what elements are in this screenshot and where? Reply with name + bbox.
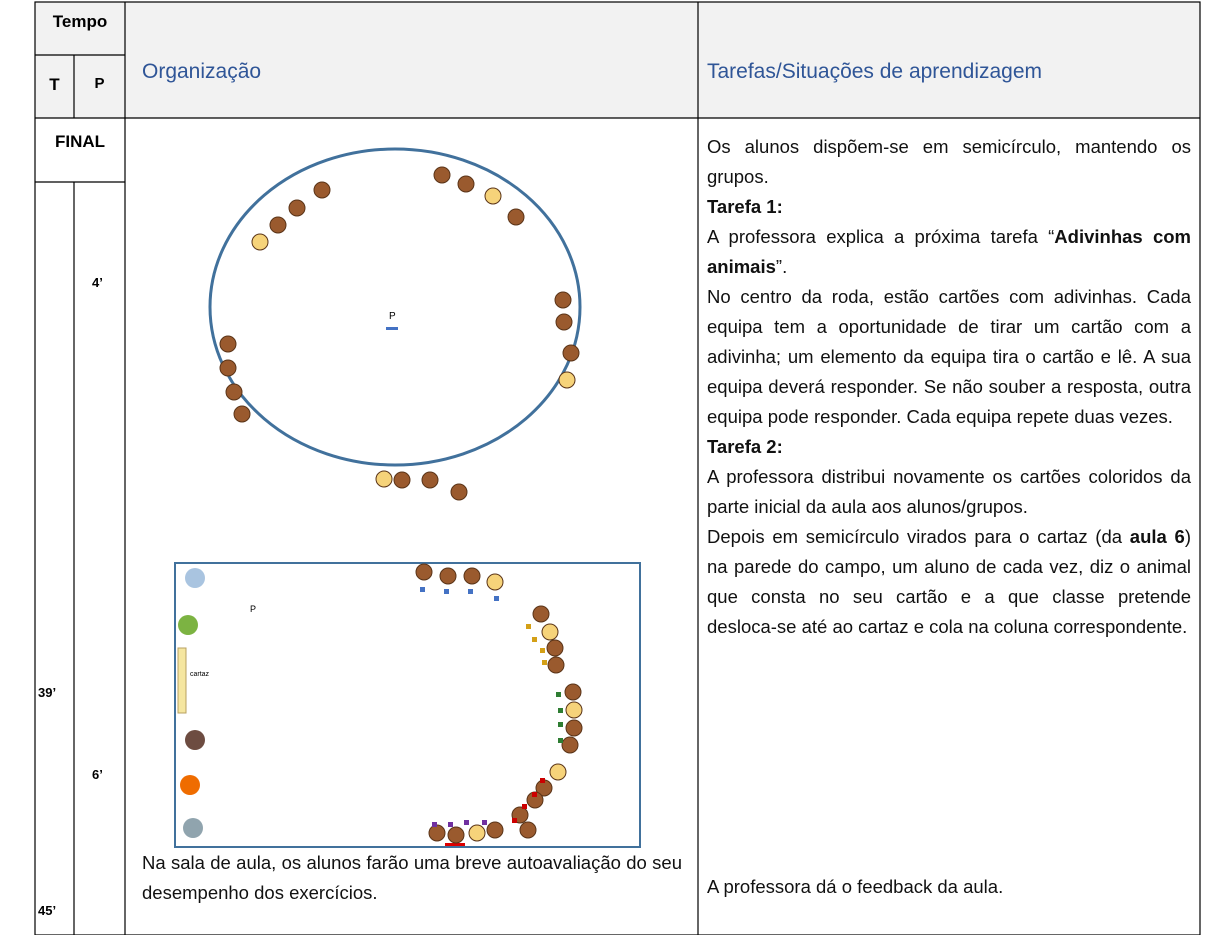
header-organizacao: Organização — [142, 60, 262, 83]
card — [444, 589, 449, 594]
student-icon — [439, 567, 457, 585]
student-icon — [486, 821, 504, 839]
animal-icon — [185, 730, 205, 750]
intro: Os alunos dispõem-se em semicírculo, man… — [707, 136, 1191, 187]
card — [540, 648, 545, 653]
teacher-label: P — [389, 311, 396, 322]
student-icon — [428, 824, 446, 842]
student-icon — [457, 175, 475, 193]
student-icon — [415, 563, 433, 581]
header-t: T — [49, 75, 60, 94]
student-icon — [219, 359, 237, 377]
time-t: 39’ — [38, 685, 57, 700]
bold-text: Adivinhas com animais — [707, 226, 1191, 277]
card — [464, 820, 469, 825]
card — [494, 596, 499, 601]
student-icon — [447, 826, 465, 844]
poster-label: cartaz — [190, 671, 210, 678]
teacher-label: P — [250, 604, 257, 614]
student-icon — [562, 344, 580, 362]
card — [526, 624, 531, 629]
time-p: 6’ — [92, 767, 103, 782]
student-icon — [433, 166, 451, 184]
student-icon — [375, 470, 393, 488]
phase: FINAL — [54, 132, 106, 151]
student-icon — [554, 291, 572, 309]
student-icon — [546, 639, 564, 657]
card — [558, 708, 563, 713]
student-icon — [549, 763, 567, 781]
card — [558, 738, 563, 743]
task-text: No centro da roda, estão cartões com adi… — [707, 286, 1191, 427]
header-p: P — [94, 75, 105, 92]
student-icon — [313, 181, 331, 199]
task-text: Depois em semicírculo virados para o car… — [707, 522, 1191, 642]
student-icon — [225, 383, 243, 401]
student-icon — [565, 701, 583, 719]
task-text: A professora explica a próxima tarefa “A… — [707, 222, 1191, 282]
header-tarefas: Tarefas/Situações de aprendizagem — [707, 60, 1043, 83]
note: Na sala de aula, os alunos farão uma bre… — [142, 852, 682, 903]
time-p: 4’ — [92, 275, 103, 290]
header-tempo: Tempo — [52, 12, 108, 31]
card — [482, 820, 487, 825]
task-text: A professora distribui novamente os cart… — [707, 466, 1191, 517]
card — [522, 804, 527, 809]
card — [540, 778, 545, 783]
card — [532, 792, 537, 797]
task-title: Tarefa 2: — [707, 436, 783, 457]
text: Depois em semicírculo virados para o car… — [707, 526, 1130, 547]
organization-diagram — [174, 147, 641, 848]
card — [448, 822, 453, 827]
student-icon — [393, 471, 411, 489]
student-icon — [421, 471, 439, 489]
card — [432, 822, 437, 827]
student-icon — [507, 208, 525, 226]
student-icon — [486, 573, 504, 591]
student-icon — [519, 821, 537, 839]
feedback: A professora dá o feedback da aula. — [707, 876, 1004, 897]
text: ”. — [775, 256, 788, 277]
text: ) na parede do campo, um aluno de cada v… — [707, 526, 1191, 637]
bold-text: aula 6 — [1129, 526, 1185, 547]
student-icon — [219, 335, 237, 353]
animal-icon — [178, 615, 198, 635]
student-icon — [233, 405, 251, 423]
student-icon — [288, 199, 306, 217]
card — [558, 722, 563, 727]
task-title: Tarefa 1: — [707, 196, 783, 217]
student-icon — [547, 656, 565, 674]
card — [532, 637, 537, 642]
card — [420, 587, 425, 592]
tasks: Os alunos dispõem-se em semicírculo, man… — [707, 132, 1191, 642]
animal-icon — [180, 775, 200, 795]
card — [468, 589, 473, 594]
student-icon — [555, 313, 573, 331]
animal-icon — [183, 818, 203, 838]
student-icon — [269, 216, 287, 234]
student-icon — [558, 371, 576, 389]
student-icon — [564, 683, 582, 701]
animal-icon — [185, 568, 205, 588]
student-icon — [561, 736, 579, 754]
card — [512, 818, 517, 823]
student-icon — [484, 187, 502, 205]
student-icon — [450, 483, 468, 501]
card — [542, 660, 547, 665]
text: A professora explica a próxima tarefa “ — [707, 226, 1055, 247]
student-icon — [251, 233, 269, 251]
header-bg — [35, 2, 1200, 118]
student-icon — [565, 719, 583, 737]
time-t: 45’ — [38, 903, 57, 918]
student-icon — [468, 824, 486, 842]
student-icon — [532, 605, 550, 623]
student-icon — [463, 567, 481, 585]
student-icon — [541, 623, 559, 641]
card — [556, 692, 561, 697]
